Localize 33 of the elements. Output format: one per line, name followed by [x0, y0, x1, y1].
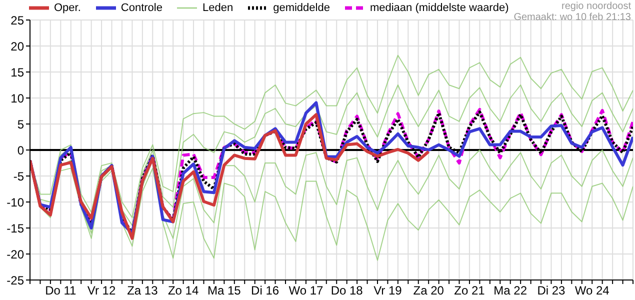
y-tick-label: 25	[10, 13, 24, 28]
legend-label: Oper.	[54, 2, 81, 14]
x-tick-label: Ma 22	[494, 284, 528, 298]
y-tick-label: -5	[13, 169, 24, 184]
legend-label: gemiddelde	[273, 2, 330, 14]
legend-label: Leden	[202, 2, 234, 14]
line-series	[30, 113, 430, 240]
legend-label: Controle	[120, 2, 162, 14]
x-tick-label: Wo 17	[288, 284, 324, 298]
x-tick-label: Do 11	[45, 284, 77, 298]
y-tick-label: -10	[6, 195, 24, 210]
x-tick-label: Vr 12	[87, 284, 116, 298]
y-tick-label: 0	[17, 143, 24, 158]
y-tick-label: -20	[6, 247, 24, 262]
x-tick-label: Vr 19	[374, 284, 402, 298]
x-tick-label: Ma 15	[208, 284, 242, 298]
x-tick-label: Zo 14	[168, 284, 199, 298]
annotation: Gemaakt: wo 10 feb 21:13	[514, 12, 631, 23]
y-tick-label: 10	[10, 91, 24, 106]
x-tick-label: Di 23	[537, 284, 566, 298]
x-tick-label: Do 18	[330, 284, 364, 298]
y-tick-label: 5	[17, 117, 24, 132]
y-tick-label: 20	[10, 39, 24, 54]
x-tick-label: Zo 21	[454, 284, 486, 298]
y-tick-label: -25	[6, 273, 24, 288]
y-tick-label: -15	[6, 221, 24, 236]
x-tick-label: Di 16	[251, 284, 280, 298]
legend-label: mediaan (middelste waarde)	[370, 2, 509, 14]
text: regio noordoost	[562, 1, 631, 12]
x-tick-label: Wo 24	[574, 284, 610, 298]
x-tick-label: Za 13	[127, 284, 158, 298]
x-tick-label: Za 20	[413, 284, 444, 298]
y-tick-label: 15	[10, 65, 24, 80]
